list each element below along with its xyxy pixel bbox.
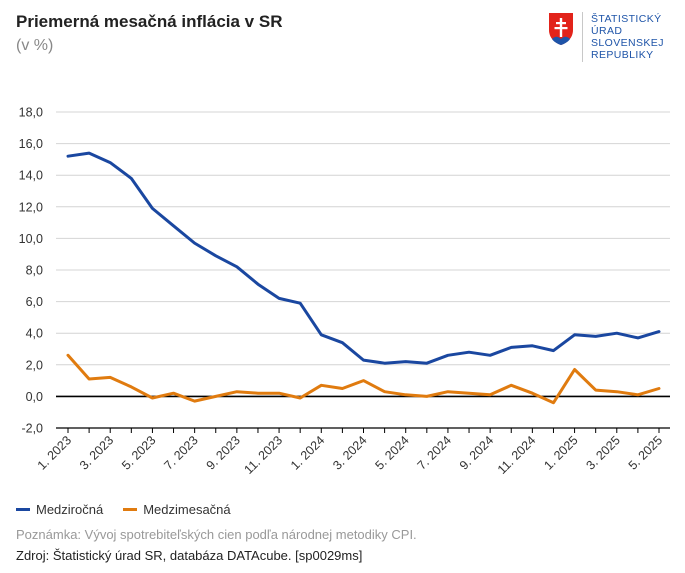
x-tick-label: 3. 2024 xyxy=(330,433,369,472)
x-tick-label: 1. 2023 xyxy=(35,433,74,472)
chart-title: Priemerná mesačná inflácia v SR xyxy=(16,12,283,31)
slovak-shield-icon xyxy=(549,13,573,45)
line-chart: 18,016,014,012,010,08,06,04,02,00,0-2,0 … xyxy=(19,106,670,477)
x-tick-label: 3. 2023 xyxy=(77,433,116,472)
y-tick-label: 6,0 xyxy=(26,295,43,309)
legend-swatch-medzimesacna xyxy=(123,508,138,511)
logo-line-1: ŠTATISTICKÝ xyxy=(591,13,662,25)
logo-divider xyxy=(582,12,583,62)
x-tick-label: 9. 2024 xyxy=(457,433,496,472)
x-tick-label: 7. 2023 xyxy=(161,433,200,472)
x-tick-label: 11. 2023 xyxy=(242,433,286,477)
statistical-office-logo: ŠTATISTICKÝ ÚRAD SLOVENSKEJ REPUBLIKY xyxy=(548,12,678,64)
y-tick-label: 8,0 xyxy=(26,264,43,278)
chart-legend: Medziročná Medzimesačná xyxy=(16,502,231,517)
y-tick-label: 18,0 xyxy=(19,106,43,120)
logo-line-3: SLOVENSKEJ xyxy=(591,37,664,49)
chart-note: Poznámka: Vývoj spotrebiteľských cien po… xyxy=(16,527,417,542)
x-tick-label: 3. 2025 xyxy=(584,433,623,472)
chart-source: Zdroj: Štatistický úrad SR, databáza DAT… xyxy=(16,548,363,563)
y-tick-label: 12,0 xyxy=(19,200,43,214)
y-tick-label: 16,0 xyxy=(19,137,43,151)
logo-line-2: ÚRAD xyxy=(591,25,623,37)
legend-swatch-medzirocna xyxy=(16,508,30,511)
x-tick-label: 1. 2025 xyxy=(541,433,580,472)
y-tick-label: 0,0 xyxy=(26,390,43,404)
y-tick-label: 14,0 xyxy=(19,169,43,183)
x-tick-label: 5. 2025 xyxy=(626,433,665,472)
x-tick-label: 7. 2024 xyxy=(415,433,454,472)
chart-subtitle: (v %) xyxy=(16,37,54,54)
x-tick-label: 5. 2024 xyxy=(372,433,411,472)
logo-text: ŠTATISTICKÝ ÚRAD SLOVENSKEJ REPUBLIKY xyxy=(591,13,664,61)
legend-item-medzimesacna: Medzimesačná xyxy=(123,502,231,517)
x-tick-label: 1. 2024 xyxy=(288,433,327,472)
x-tick-label: 5. 2023 xyxy=(119,433,158,472)
series-line-medzirocna xyxy=(66,151,661,365)
logo-line-4: REPUBLIKY xyxy=(591,49,654,61)
y-tick-label: 4,0 xyxy=(26,327,43,341)
x-tick-label: 11. 2024 xyxy=(495,433,539,477)
y-tick-label: -2,0 xyxy=(21,422,43,436)
axes xyxy=(56,395,670,433)
x-tick-label: 9. 2023 xyxy=(204,433,243,472)
series-line-medzimesacna xyxy=(66,353,661,405)
legend-label-medzirocna: Medziročná xyxy=(36,502,104,517)
series-lines xyxy=(66,151,661,405)
y-tick-label: 10,0 xyxy=(19,232,43,246)
y-tick-labels: 18,0 16,0 14,0 12,0 10,0 8,0 6,0 4,0 2,0 0,0 -2,0 xyxy=(19,106,43,436)
legend-label-medzimesacna: Medzimesačná xyxy=(143,502,231,517)
y-tick-label: 2,0 xyxy=(26,358,43,372)
legend-item-medzirocna: Medziročná xyxy=(16,502,103,517)
